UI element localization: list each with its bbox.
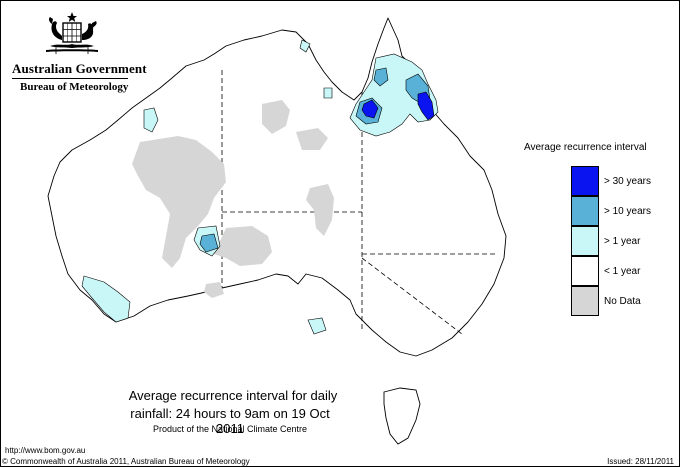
legend-label: > 1 year [604, 236, 641, 247]
government-name: Australian Government [12, 61, 147, 76]
legend-swatch [571, 196, 599, 226]
website-link[interactable]: http://www.bom.gov.au [5, 446, 86, 455]
legend-label: > 30 years [604, 176, 651, 187]
coat-of-arms-icon [46, 12, 98, 54]
legend-label: < 1 year [604, 266, 641, 277]
header-divider [12, 78, 128, 79]
legend-title: Average recurrence interval [524, 142, 647, 153]
legend-swatch [571, 256, 599, 286]
tasmania [383, 387, 421, 445]
copyright-notice: © Commonwealth of Australia 2011, Austra… [2, 457, 250, 466]
legend-label: No Data [604, 296, 641, 307]
product-credit: Product of the National Climate Centre [152, 424, 308, 434]
issued-date: Issued: 28/11/2011 [607, 457, 674, 466]
legend-swatch [571, 166, 599, 196]
map-caption-line-1: Average recurrence interval for daily [128, 388, 338, 403]
bureau-name: Bureau of Meteorology [20, 81, 129, 93]
no-data-regions [132, 100, 334, 298]
legend-swatch [571, 286, 599, 316]
over-30-years-regions [361, 91, 435, 121]
legend-swatch [571, 226, 599, 256]
map-caption-line-2: rainfall: 24 hours to 9am on 19 Oct 2011 [130, 406, 330, 436]
legend-label: > 10 years [604, 206, 651, 217]
